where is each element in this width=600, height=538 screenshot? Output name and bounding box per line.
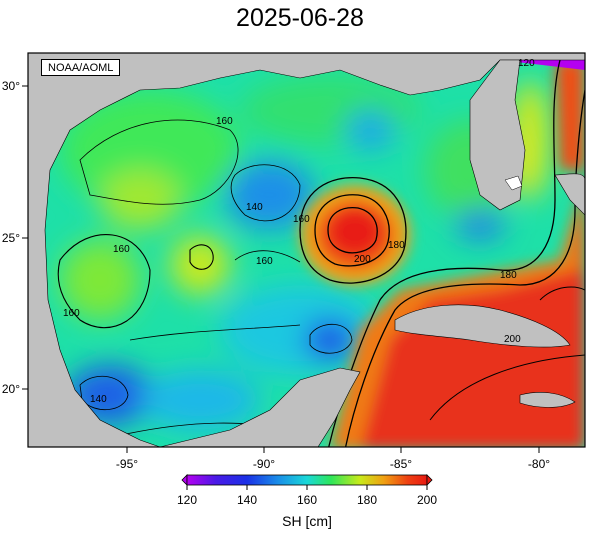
credit-label: NOAA/AOML bbox=[41, 59, 121, 76]
colorbar-title: SH [cm] bbox=[282, 513, 332, 529]
contour-labels: 160 140 160 160 160 160 140 160 200 180 … bbox=[63, 58, 535, 405]
colorbar-tick: 140 bbox=[237, 493, 257, 507]
contour-label: 140 bbox=[246, 202, 263, 213]
contour-label: 140 bbox=[90, 394, 107, 405]
land bbox=[28, 53, 585, 447]
lon-tick-label: -95° bbox=[116, 457, 138, 471]
contour-label: 200 bbox=[354, 254, 371, 265]
contour-label: 180 bbox=[500, 270, 517, 281]
contour-label: 120 bbox=[518, 58, 535, 69]
contour-lines bbox=[57, 59, 585, 447]
lake bbox=[504, 175, 523, 191]
colorbar-tick: 160 bbox=[297, 493, 317, 507]
lon-axis: -95° -90° -85° -80° bbox=[116, 447, 550, 471]
colorbar-tick: 200 bbox=[417, 493, 437, 507]
lat-tick-label: 25° bbox=[2, 231, 20, 245]
colorbar: 120 140 160 180 200 SH [cm] bbox=[177, 474, 437, 529]
contour-label: 160 bbox=[293, 214, 310, 225]
colorbar-tick: 120 bbox=[177, 493, 197, 507]
lat-axis: 30° 25° 20° bbox=[2, 79, 28, 396]
contour-label: 200 bbox=[504, 334, 521, 345]
map-title: 2025-06-28 bbox=[236, 4, 364, 32]
map-frame bbox=[27, 52, 586, 448]
lon-tick-label: -80° bbox=[528, 457, 550, 471]
lat-tick-label: 20° bbox=[2, 382, 20, 396]
lon-tick-label: -90° bbox=[253, 457, 275, 471]
contour-label: 180 bbox=[388, 240, 405, 251]
lat-tick-label: 30° bbox=[2, 79, 20, 93]
contour-label: 160 bbox=[256, 256, 273, 267]
contour-label: 160 bbox=[63, 308, 80, 319]
contour-label: 160 bbox=[216, 116, 233, 127]
colorbar-tick: 180 bbox=[357, 493, 377, 507]
lon-tick-label: -85° bbox=[390, 457, 412, 471]
contour-label: 160 bbox=[113, 244, 130, 255]
